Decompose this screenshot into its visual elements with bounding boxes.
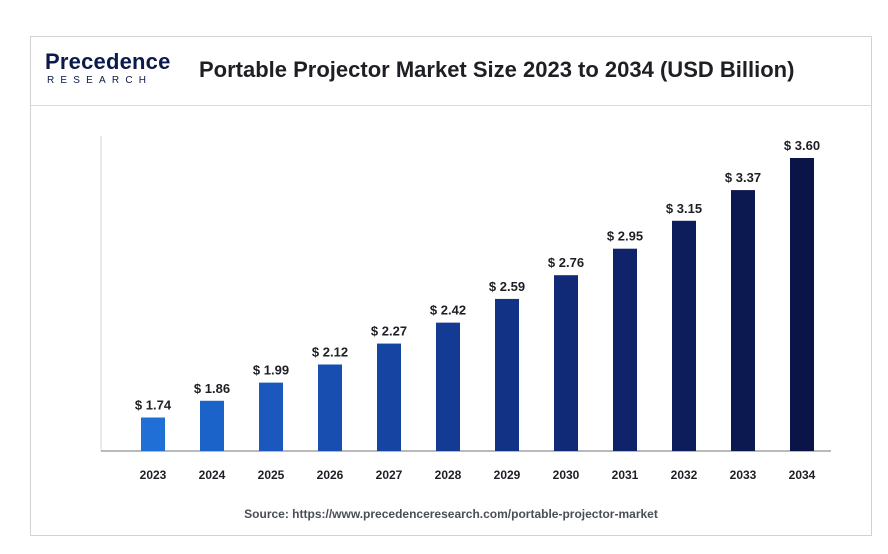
precedence-research-logo: Precedence RESEARCH xyxy=(45,51,175,91)
bar-2025 xyxy=(259,382,283,451)
x-tick-label-2034: 2034 xyxy=(789,468,816,482)
bar-2029 xyxy=(495,298,519,451)
x-tick-label-2024: 2024 xyxy=(199,468,226,482)
data-label-2024: $ 1.86 xyxy=(194,381,230,396)
data-label-2028: $ 2.42 xyxy=(430,303,466,318)
bar-2027 xyxy=(377,343,401,451)
bar-2024 xyxy=(200,400,224,451)
x-tick-label-2029: 2029 xyxy=(494,468,521,482)
data-label-2027: $ 2.27 xyxy=(371,324,407,339)
source-note: Source: https://www.precedenceresearch.c… xyxy=(244,507,658,521)
data-label-2025: $ 1.99 xyxy=(253,363,289,378)
logo-subtitle: RESEARCH xyxy=(47,75,153,86)
bar-2026 xyxy=(318,364,342,451)
bar-2032 xyxy=(672,220,696,451)
logo-wordmark: Precedence xyxy=(45,49,171,74)
bar-2028 xyxy=(436,322,460,451)
bar-2023 xyxy=(141,417,165,451)
data-label-2023: $ 1.74 xyxy=(135,398,172,413)
x-tick-label-2027: 2027 xyxy=(376,468,403,482)
data-label-2034: $ 3.60 xyxy=(784,138,820,153)
data-label-2030: $ 2.76 xyxy=(548,255,584,270)
chart-title: Portable Projector Market Size 2023 to 2… xyxy=(199,57,795,82)
bar-2031 xyxy=(613,248,637,451)
x-tick-label-2030: 2030 xyxy=(553,468,580,482)
x-tick-label-2028: 2028 xyxy=(435,468,462,482)
chart-header: Precedence RESEARCH Portable Projector M… xyxy=(31,37,871,106)
bar-chart: $ 1.74 2023 $ 1.86 2024 $ 1.99 2025 $ 2.12 2026… xyxy=(100,136,831,482)
x-tick-label-2025: 2025 xyxy=(258,468,285,482)
x-tick-label-2023: 2023 xyxy=(140,468,167,482)
bar-2030 xyxy=(554,275,578,451)
chart-frame: Precedence RESEARCH Portable Projector M… xyxy=(30,36,872,536)
data-label-2031: $ 2.95 xyxy=(607,229,643,244)
data-label-2033: $ 3.37 xyxy=(725,170,761,185)
data-label-2029: $ 2.59 xyxy=(489,279,525,294)
data-label-2032: $ 3.15 xyxy=(666,201,702,216)
x-tick-label-2033: 2033 xyxy=(730,468,757,482)
x-tick-label-2032: 2032 xyxy=(671,468,698,482)
bar-2034 xyxy=(790,158,814,451)
x-tick-label-2031: 2031 xyxy=(612,468,639,482)
data-label-2026: $ 2.12 xyxy=(312,344,348,359)
x-tick-label-2026: 2026 xyxy=(317,468,344,482)
bar-2033 xyxy=(731,190,755,451)
